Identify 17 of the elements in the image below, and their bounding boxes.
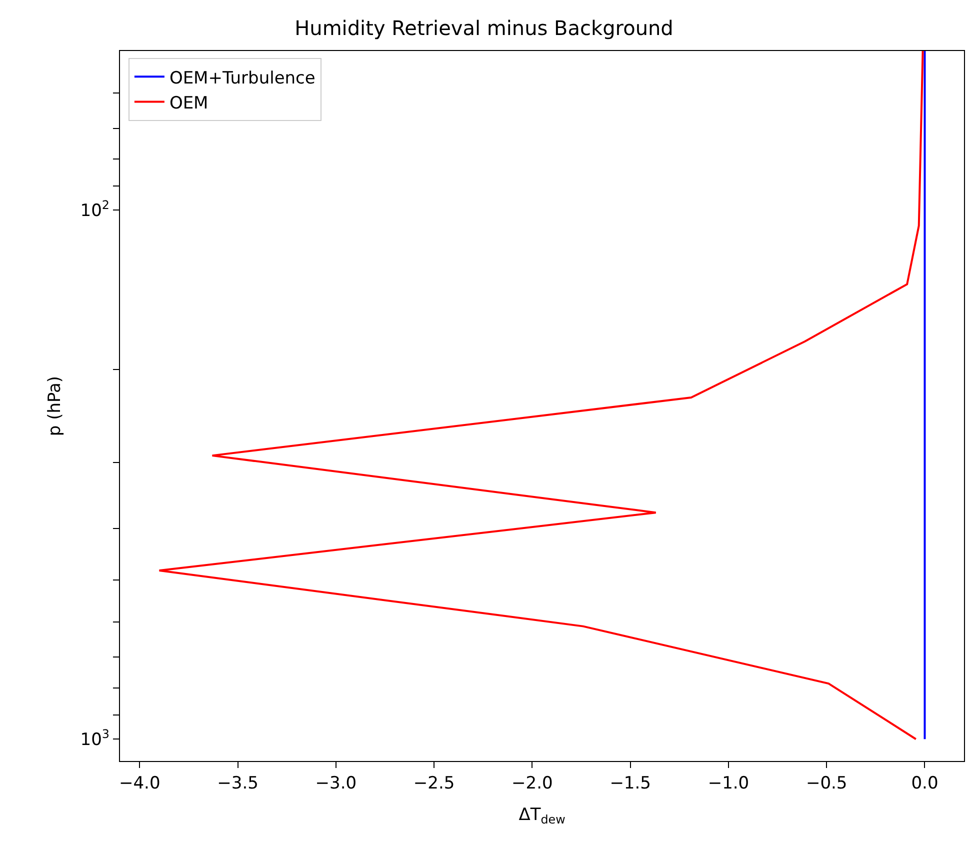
y-tick-label: 10$^{3}$ bbox=[80, 726, 110, 750]
x-tick-label: −1.0 bbox=[708, 774, 750, 794]
legend-label: OEM+Turbulence bbox=[169, 68, 316, 88]
y-tick-label: 10$^{2}$ bbox=[80, 198, 110, 222]
x-tick-label: −3.0 bbox=[315, 774, 357, 794]
line-series bbox=[158, 51, 924, 740]
y-axis-title: p (hPa) bbox=[44, 376, 65, 436]
x-tick-label: −1.5 bbox=[610, 774, 651, 794]
x-axis-title: ΔT$_{dew}$ bbox=[518, 804, 566, 826]
chart-title: Humidity Retrieval minus Background bbox=[294, 16, 674, 40]
x-tick-label: −3.5 bbox=[217, 774, 258, 794]
x-tick-label: −4.0 bbox=[118, 774, 160, 794]
legend-label: OEM bbox=[169, 93, 208, 114]
x-tick-label: −2.0 bbox=[512, 774, 553, 794]
x-tick-label: 0.0 bbox=[911, 774, 938, 794]
x-tick-label: −2.5 bbox=[413, 774, 455, 794]
x-tick-label: −0.5 bbox=[806, 774, 848, 794]
